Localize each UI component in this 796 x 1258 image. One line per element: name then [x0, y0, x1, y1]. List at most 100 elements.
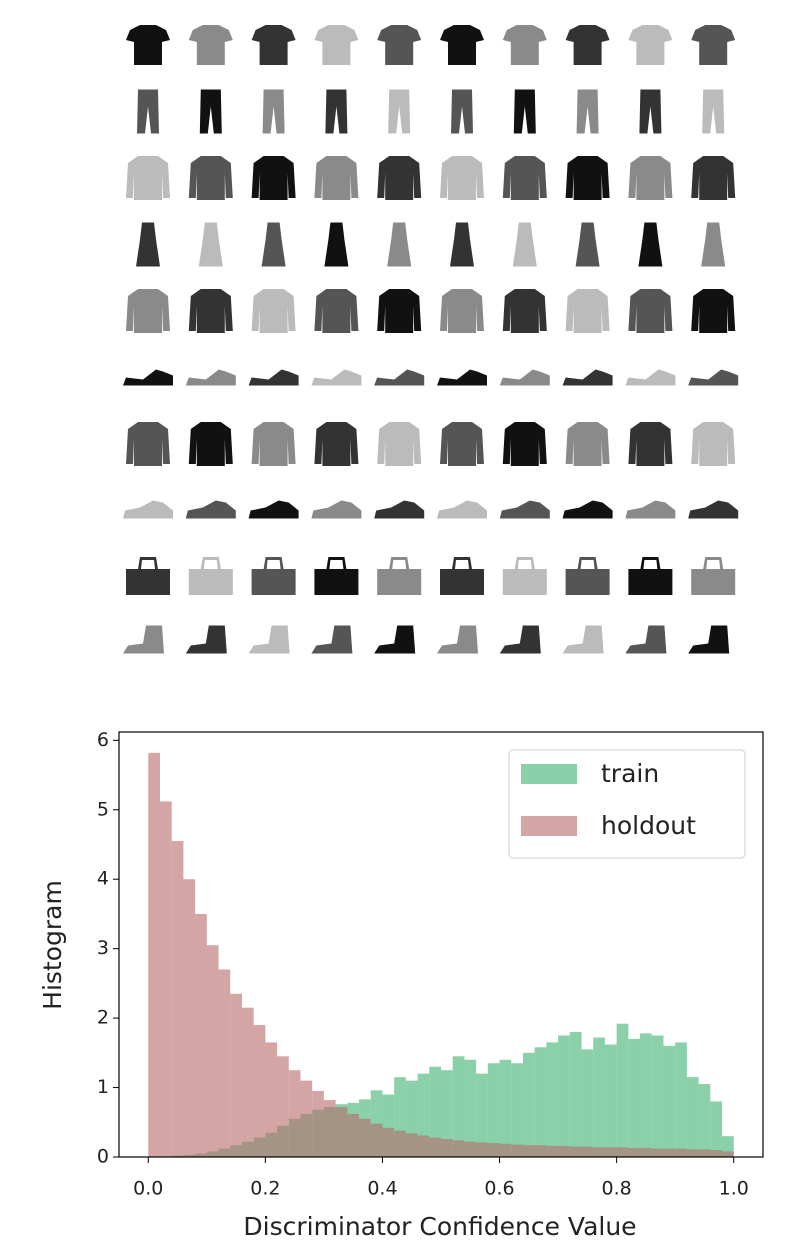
sample-image — [440, 156, 484, 200]
x-tick-label: 0.4 — [367, 1178, 397, 1200]
y-tick-label: 6 — [97, 729, 109, 751]
histogram-bar — [511, 1063, 523, 1157]
sample-image — [188, 289, 233, 333]
x-tick-label: 0.6 — [484, 1178, 514, 1200]
sample-image — [565, 156, 610, 200]
histogram-bar — [581, 1049, 594, 1157]
sample-image — [502, 557, 547, 595]
histogram-bar — [686, 1149, 699, 1157]
sample-image — [188, 25, 233, 65]
histogram-bar — [452, 1140, 465, 1157]
sample-image — [251, 422, 296, 466]
sample-image — [374, 369, 425, 386]
sample-image — [440, 289, 484, 333]
histogram-bar — [288, 1070, 301, 1157]
histogram-bar — [710, 1150, 723, 1157]
sample-image — [198, 222, 223, 267]
y-tick-label: 4 — [97, 868, 109, 890]
histogram-bar — [499, 1143, 512, 1157]
histogram-bar — [675, 1042, 687, 1157]
y-tick-label: 1 — [97, 1076, 109, 1098]
histogram-bar — [663, 1148, 676, 1157]
sample-grid — [123, 25, 739, 654]
sample-image — [625, 625, 667, 654]
histogram-bar — [593, 1147, 605, 1157]
y-tick-label: 2 — [97, 1007, 109, 1029]
sample-image — [248, 625, 290, 654]
sample-image — [388, 89, 411, 134]
histogram-bar — [522, 1145, 535, 1157]
histogram-bar — [534, 1145, 547, 1157]
sample-image — [628, 422, 673, 466]
sample-image — [562, 625, 604, 654]
histogram-bar — [277, 1056, 289, 1157]
sample-image — [691, 156, 736, 200]
histogram-bar — [558, 1145, 570, 1157]
sample-image — [126, 557, 170, 595]
sample-image — [502, 422, 547, 466]
histogram-bar — [476, 1073, 488, 1157]
histogram-bar — [335, 1107, 348, 1157]
histogram-bar — [487, 1143, 500, 1157]
sample-image — [688, 500, 739, 519]
sample-image — [565, 289, 610, 333]
histogram-bar — [464, 1059, 477, 1157]
histogram-bar — [171, 841, 184, 1157]
sample-image — [565, 25, 610, 65]
histogram-bar — [593, 1037, 605, 1157]
sample-image — [691, 557, 736, 595]
legend-swatch — [521, 764, 577, 784]
histogram-bar — [370, 1123, 383, 1157]
sample-image — [314, 289, 359, 333]
sample-image — [199, 89, 222, 134]
histogram-bar — [148, 752, 160, 1157]
sample-image — [513, 89, 536, 134]
histogram-bar — [604, 1147, 617, 1157]
sample-image — [565, 557, 610, 595]
histogram-bar — [206, 945, 219, 1157]
x-tick-label: 0.8 — [602, 1178, 632, 1200]
histogram-bar — [569, 1146, 582, 1157]
histogram-bar — [417, 1135, 430, 1157]
histogram-bar — [300, 1080, 313, 1157]
sample-image — [437, 625, 478, 654]
sample-image — [314, 422, 359, 466]
histogram-bar — [312, 1091, 324, 1157]
histogram-bar — [558, 1035, 570, 1157]
histogram-bar — [382, 1127, 395, 1157]
y-tick-label: 5 — [97, 798, 109, 820]
sample-image — [437, 500, 487, 519]
sample-image — [451, 89, 473, 134]
histogram-bar — [487, 1063, 500, 1157]
sample-image — [123, 625, 164, 654]
histogram-bar — [686, 1077, 699, 1157]
histogram-bar — [616, 1023, 629, 1157]
histogram-bar — [441, 1138, 453, 1157]
sample-image — [625, 369, 676, 386]
sample-image — [701, 222, 726, 267]
histogram-bar — [640, 1147, 652, 1157]
histogram-bar — [218, 969, 231, 1157]
histogram-bar — [323, 1100, 336, 1157]
sample-image — [512, 222, 537, 267]
sample-image — [314, 25, 359, 65]
sample-image — [126, 25, 170, 65]
sample-image — [440, 557, 484, 595]
histogram-bar — [710, 1101, 723, 1157]
histogram-bar — [604, 1044, 617, 1157]
sample-image — [628, 25, 673, 65]
sample-image — [688, 625, 730, 654]
x-tick-label: 0.2 — [250, 1178, 280, 1200]
sample-image — [502, 25, 547, 65]
sample-image — [377, 289, 422, 333]
sample-image — [185, 500, 236, 519]
sample-image — [639, 89, 662, 134]
sample-image — [126, 422, 170, 466]
sample-image — [688, 369, 739, 386]
sample-image — [691, 289, 736, 333]
histogram-bar — [616, 1147, 629, 1157]
sample-image — [251, 557, 296, 595]
y-tick-label: 0 — [97, 1146, 109, 1168]
histogram-bar — [546, 1145, 559, 1157]
